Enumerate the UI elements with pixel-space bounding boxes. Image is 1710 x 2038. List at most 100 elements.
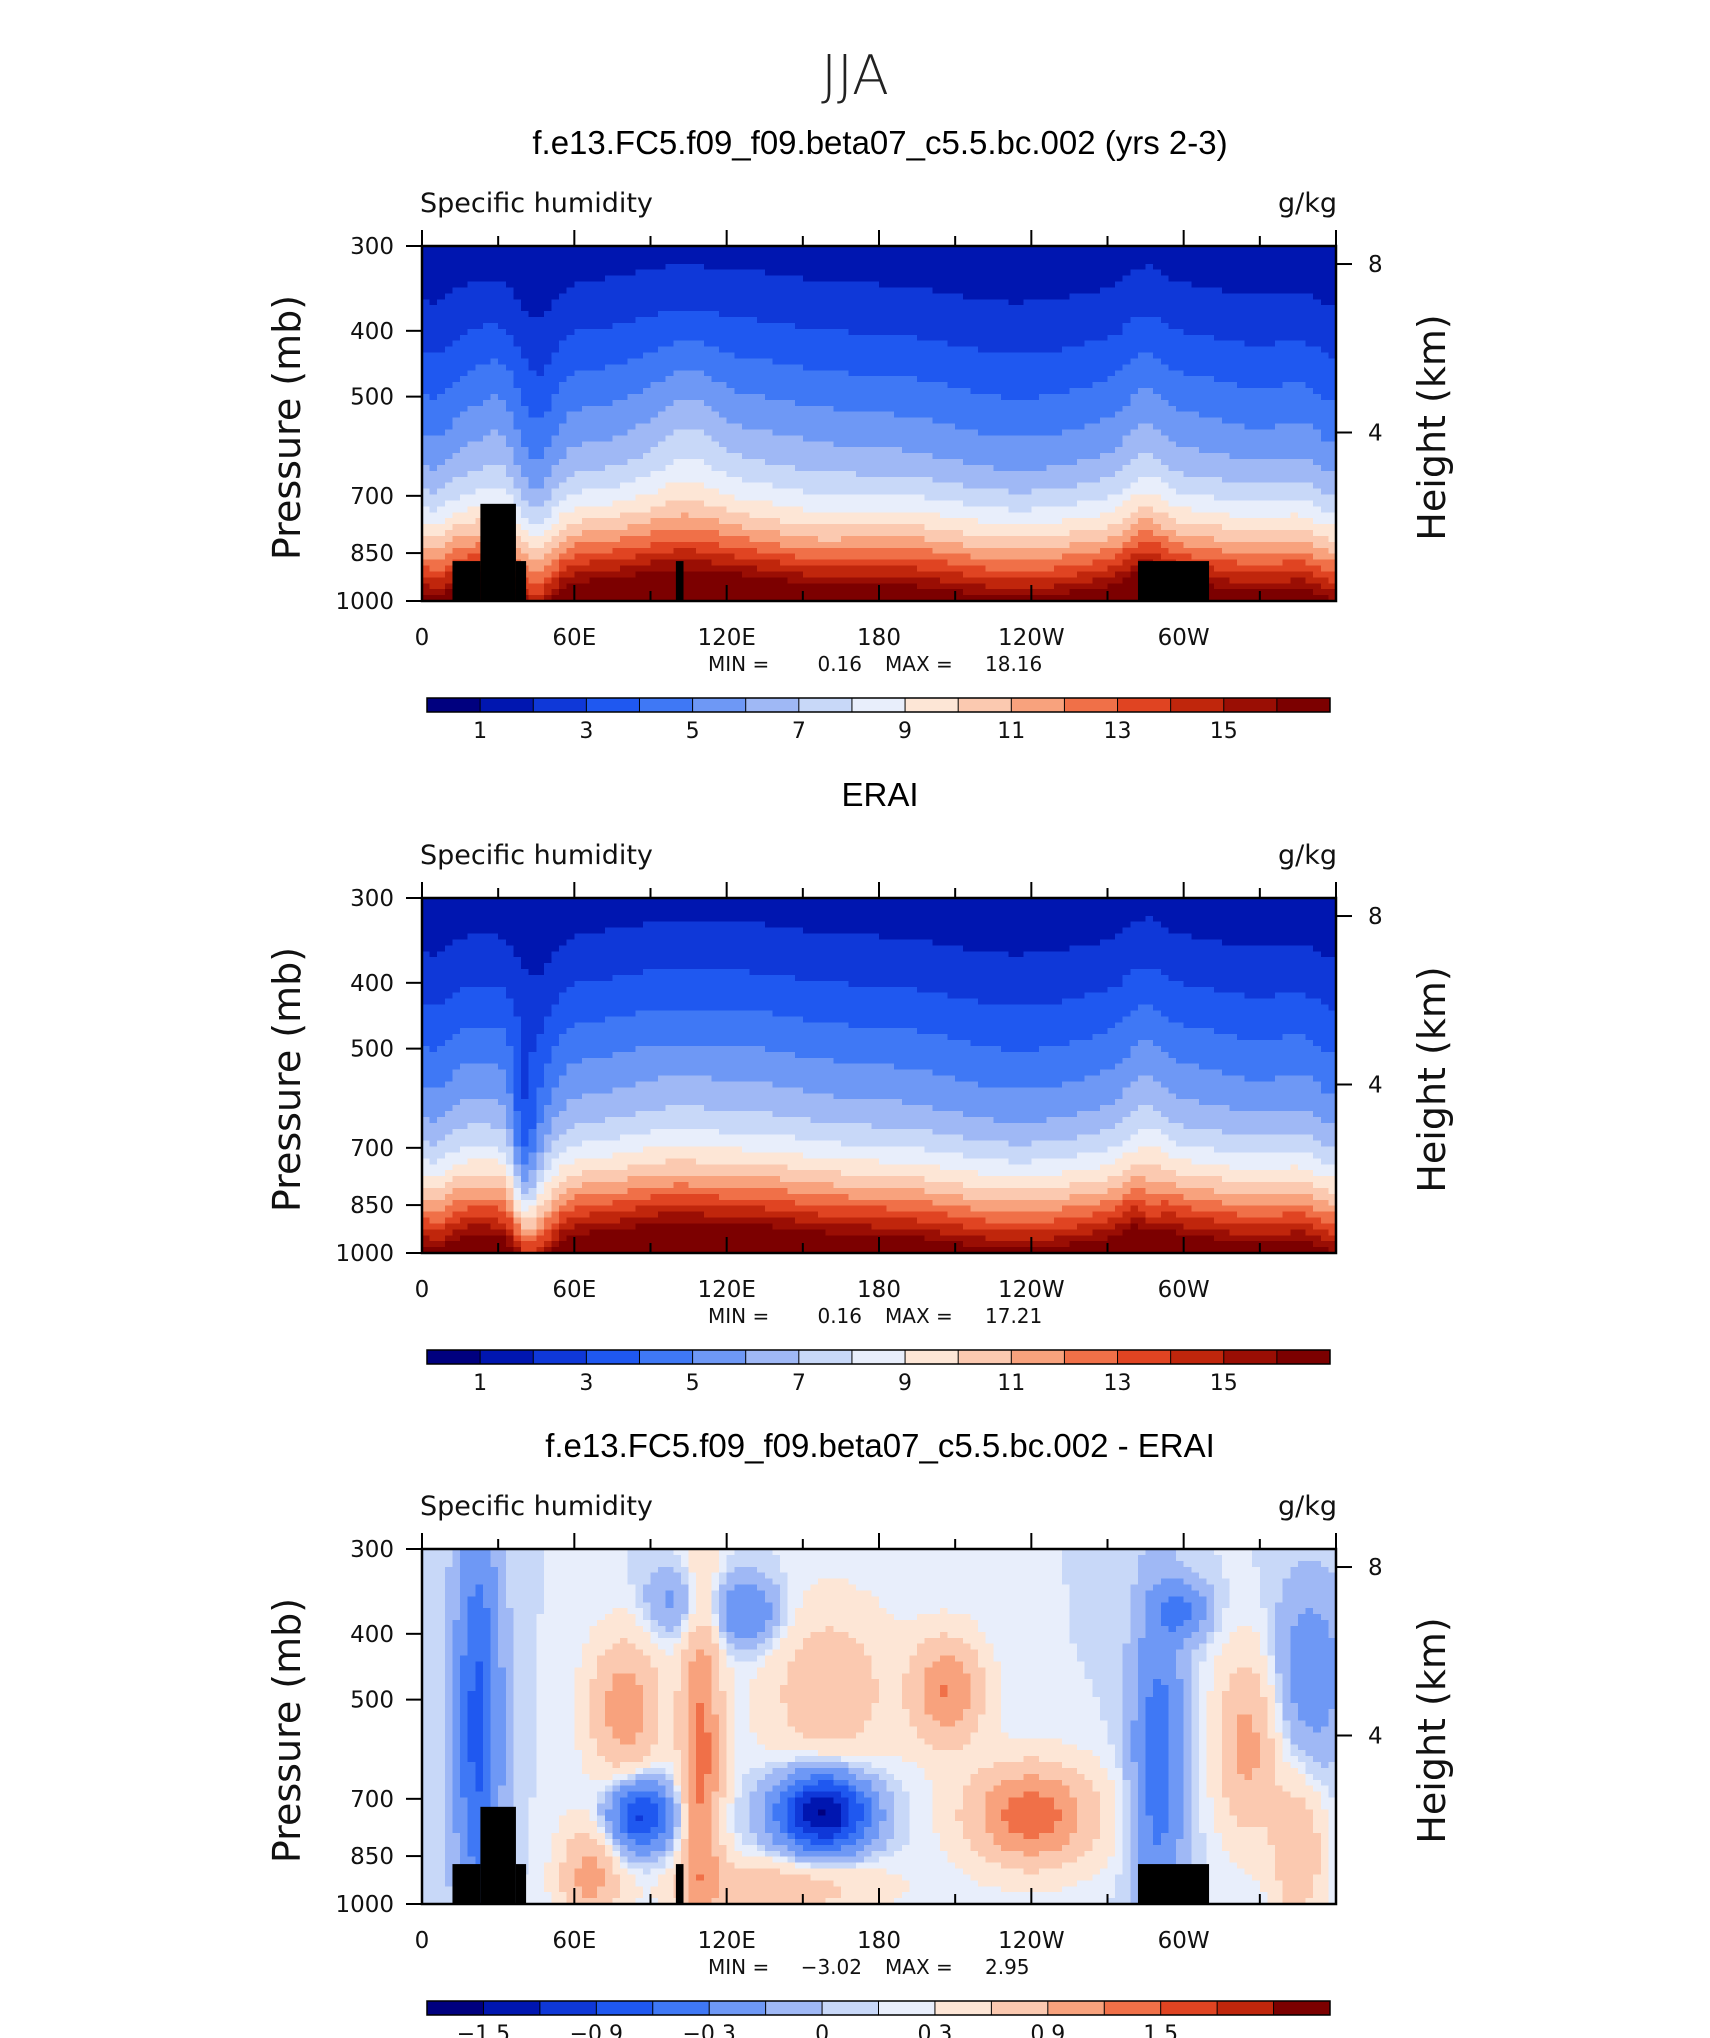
field-cell	[597, 370, 606, 377]
field-cell	[703, 358, 713, 365]
field-cell	[581, 589, 591, 596]
field-cell	[810, 269, 819, 277]
field-cell	[673, 464, 682, 472]
field-cell	[795, 589, 804, 596]
field-cell	[970, 388, 979, 395]
field-cell	[871, 358, 880, 365]
field-cell	[726, 535, 735, 543]
field-cell	[650, 524, 659, 531]
field-cell	[939, 322, 949, 330]
field-cell	[795, 464, 804, 472]
field-cell	[437, 482, 446, 490]
field-cell	[932, 317, 941, 324]
field-cell	[871, 423, 880, 431]
field-cell	[528, 287, 537, 294]
field-cell	[1008, 583, 1017, 590]
field-cell	[993, 470, 1002, 478]
field-cell	[818, 382, 827, 389]
field-cell	[955, 299, 964, 306]
field-cell	[505, 411, 514, 419]
field-cell	[452, 287, 461, 294]
field-cell	[726, 565, 735, 573]
field-cell	[932, 293, 941, 300]
field-cell	[703, 435, 713, 442]
field-cell	[924, 358, 933, 365]
field-cell	[863, 388, 872, 395]
field-cell	[1038, 547, 1048, 555]
field-cell	[734, 500, 743, 507]
field-cell	[528, 571, 537, 578]
field-cell	[871, 317, 880, 324]
field-cell	[1038, 246, 1048, 253]
field-cell	[734, 251, 743, 259]
field-cell	[635, 518, 644, 525]
field-cell	[818, 441, 827, 448]
field-cell	[757, 382, 766, 389]
field-cell	[635, 370, 644, 377]
field-cell	[597, 441, 606, 448]
field-cell	[962, 553, 971, 561]
field-cell	[437, 470, 446, 478]
field-cell	[993, 322, 1002, 330]
field-cell	[574, 311, 583, 318]
field-cell	[551, 317, 560, 324]
field-cell	[978, 269, 987, 277]
field-cell	[1046, 435, 1055, 442]
field-cell	[589, 506, 598, 513]
field-cell	[1031, 417, 1040, 425]
field-cell	[513, 334, 522, 342]
field-cell	[1038, 595, 1048, 602]
field-cell	[437, 269, 446, 277]
field-cell	[825, 595, 834, 602]
field-cell	[802, 405, 812, 413]
field-cell	[871, 571, 880, 578]
field-cell	[460, 470, 469, 478]
field-cell	[490, 257, 499, 265]
field-cell	[719, 311, 728, 318]
field-cell	[620, 589, 629, 596]
field-cell	[779, 524, 789, 531]
field-cell	[947, 281, 956, 289]
field-cell	[642, 470, 652, 478]
field-cell	[879, 317, 888, 324]
field-cell	[810, 281, 819, 289]
field-cell	[680, 482, 690, 490]
field-cell	[551, 411, 560, 419]
field-cell	[505, 447, 514, 454]
field-cell	[513, 541, 522, 549]
field-cell	[543, 464, 553, 472]
field-cell	[726, 423, 735, 431]
field-cell	[985, 547, 994, 555]
field-cell	[947, 571, 956, 578]
field-cell	[764, 246, 773, 253]
field-cell	[734, 305, 743, 312]
field-cell	[475, 488, 484, 496]
field-cell	[650, 411, 659, 419]
field-cell	[993, 530, 1002, 537]
field-cell	[939, 459, 949, 466]
field-cell	[1046, 494, 1055, 502]
field-cell	[452, 275, 461, 283]
field-cell	[650, 577, 659, 584]
field-cell	[673, 251, 682, 259]
field-cell	[650, 518, 659, 525]
field-cell	[597, 571, 606, 578]
field-cell	[574, 358, 583, 365]
field-cell	[1023, 553, 1032, 561]
field-cell	[962, 263, 971, 271]
field-cell	[452, 299, 461, 306]
field-cell	[894, 488, 903, 496]
field-cell	[658, 370, 667, 377]
field-cell	[741, 500, 751, 507]
field-cell	[429, 518, 438, 525]
field-cell	[879, 334, 888, 342]
field-cell	[947, 317, 956, 324]
field-cell	[574, 293, 583, 300]
field-cell	[802, 595, 812, 602]
field-cell	[833, 417, 842, 425]
field-cell	[917, 500, 926, 507]
field-cell	[673, 547, 682, 555]
field-cell	[810, 293, 819, 300]
field-cell	[802, 376, 812, 383]
field-cell	[422, 275, 431, 283]
